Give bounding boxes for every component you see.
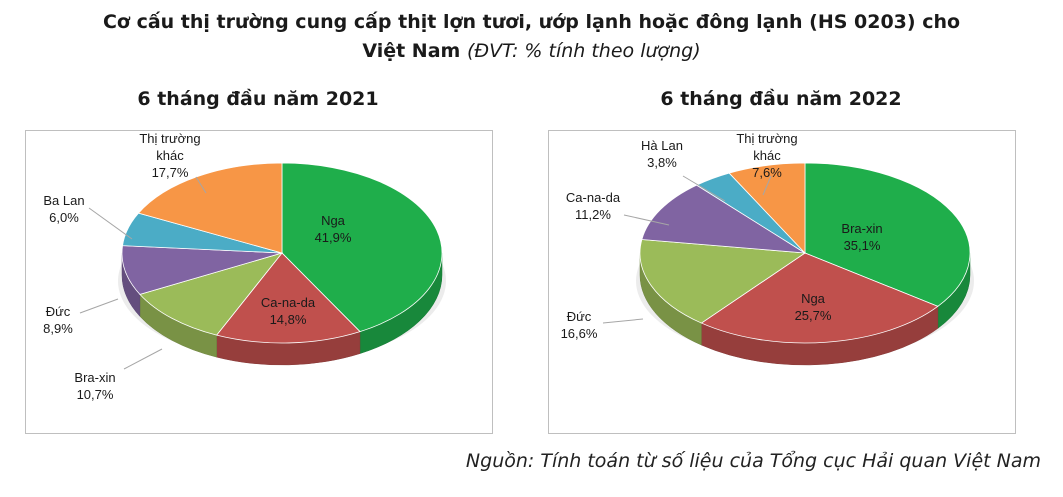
- pie2021-labels: Nga 41,9% Ca-na-da 14,8% Bra-xin 10,7% Đức 8,9%…: [43, 131, 352, 402]
- pie2021-slice-duc: [121, 245, 283, 295]
- slice-value-label: 41,9%: [315, 230, 352, 245]
- pie2022-label-nga: Nga 25,7%: [795, 291, 832, 323]
- slice-name-label: Bra-xin: [74, 370, 115, 385]
- slice-value-label: 25,7%: [795, 308, 832, 323]
- chart-2022-frame: Bra-xin 35,1% Nga 25,7% Đức 16,6% Ca-na-da 11,2…: [548, 130, 1016, 434]
- pie-chart-2022: Bra-xin 35,1% Nga 25,7% Đức 16,6% Ca-na-da 11,2…: [561, 131, 974, 366]
- pie2022-slice-duc: [639, 239, 807, 324]
- pie2021-slices: [121, 162, 443, 344]
- slice-name-label: Thị trường: [139, 131, 200, 146]
- pie2021-label-bra-xin: Bra-xin 10,7%: [74, 370, 115, 402]
- pie2022-label-duc: Đức 16,6%: [561, 309, 598, 341]
- slice-value-label: 35,1%: [844, 238, 881, 253]
- pie2021-leader-bra-xin: [123, 348, 163, 370]
- slice-name-label: khác: [753, 148, 781, 163]
- title-line-1: Cơ cấu thị trường cung cấp thịt lợn tươi…: [102, 11, 961, 33]
- pie2021-leader-ba-lan: [88, 207, 133, 240]
- pie2022-label-thi-truong-khac: Thị trường khác 7,6%: [736, 131, 797, 180]
- pie2022-labels: Bra-xin 35,1% Nga 25,7% Đức 16,6% Ca-na-da 11,2…: [561, 131, 883, 341]
- slice-value-label: 8,9%: [43, 321, 73, 336]
- pie2021-label-ca-na-da: Ca-na-da 14,8%: [261, 295, 316, 327]
- pie2021-slice-bra-xin: [139, 252, 284, 336]
- slice-name-label: Ca-na-da: [566, 190, 621, 205]
- pie2021-slice-thi-truong-khac: [137, 162, 283, 254]
- pie2022-slice-thi-truong-khac: [728, 162, 806, 255]
- pie2021-label-thi-truong-khac: Thị trường khác 17,7%: [139, 131, 200, 180]
- slice-value-label: 3,8%: [647, 155, 677, 170]
- pie-chart-2021: Nga 41,9% Ca-na-da 14,8% Bra-xin 10,7% Đức 8,9%…: [43, 131, 446, 402]
- chart-title-2021: 6 tháng đầu năm 2021: [137, 88, 379, 110]
- pie2022-label-bra-xin: Bra-xin 35,1%: [841, 221, 882, 253]
- slice-name-label: Ca-na-da: [261, 295, 316, 310]
- slice-value-label: 7,6%: [752, 165, 782, 180]
- pie2022-label-ha-lan: Hà Lan 3,8%: [641, 138, 683, 170]
- slice-name-label: Nga: [801, 291, 826, 306]
- pie2022-slice-nga: [700, 252, 939, 344]
- slice-name-label: Đức: [46, 304, 71, 319]
- pie2022-leader-ca-na-da: [623, 214, 670, 226]
- chart-2021-frame: Nga 41,9% Ca-na-da 14,8% Bra-xin 10,7% Đức 8,9%…: [25, 130, 493, 434]
- slice-value-label: 11,2%: [575, 207, 611, 222]
- slice-name-label: Nga: [321, 213, 346, 228]
- pie2022-slice-bra-xin: [804, 162, 971, 307]
- source-note: Nguồn: Tính toán từ số liệu của Tổng cục…: [465, 450, 1041, 472]
- pie2021-label-ba-lan: Ba Lan 6,0%: [43, 193, 84, 225]
- title-unit: (ĐVT: % tính theo lượng): [466, 40, 701, 62]
- slice-name-label: khác: [156, 148, 184, 163]
- pie2022-leader-duc: [602, 318, 644, 324]
- pie2022-slices: [639, 162, 971, 344]
- slice-name-label: Đức: [567, 309, 592, 324]
- title-country: Việt Nam: [362, 40, 461, 62]
- title-line-2: Việt Nam (ĐVT: % tính theo lượng): [0, 37, 1063, 66]
- pie2021-slice-ca-na-da: [215, 252, 361, 344]
- pie2022-leader-ha-lan: [682, 175, 726, 202]
- pie2022-slice-ca-na-da: [641, 184, 806, 254]
- slice-value-label: 14,8%: [270, 312, 307, 327]
- chart-title-2022: 6 tháng đầu năm 2022: [660, 88, 902, 110]
- slice-name-label: Ba Lan: [43, 193, 84, 208]
- slice-name-label: Bra-xin: [841, 221, 882, 236]
- slice-name-label: Hà Lan: [641, 138, 683, 153]
- slice-value-label: 17,7%: [152, 165, 189, 180]
- pie2022-label-ca-na-da: Ca-na-da 11,2%: [566, 190, 621, 222]
- slice-value-label: 10,7%: [77, 387, 114, 402]
- slice-value-label: 6,0%: [49, 210, 79, 225]
- pie2021-label-duc: Đức 8,9%: [43, 304, 73, 336]
- pie2021-label-nga: Nga 41,9%: [315, 213, 352, 245]
- page-title: Cơ cấu thị trường cung cấp thịt lợn tươi…: [0, 8, 1063, 66]
- pie2022-leader-thi-truong-khac: [762, 175, 772, 196]
- pie2021-leader-duc: [79, 298, 119, 314]
- pie2021-slice-nga: [281, 162, 443, 333]
- slice-value-label: 16,6%: [561, 326, 598, 341]
- slice-name-label: Thị trường: [736, 131, 797, 146]
- pie2021-leader-thi-truong-khac: [195, 176, 207, 194]
